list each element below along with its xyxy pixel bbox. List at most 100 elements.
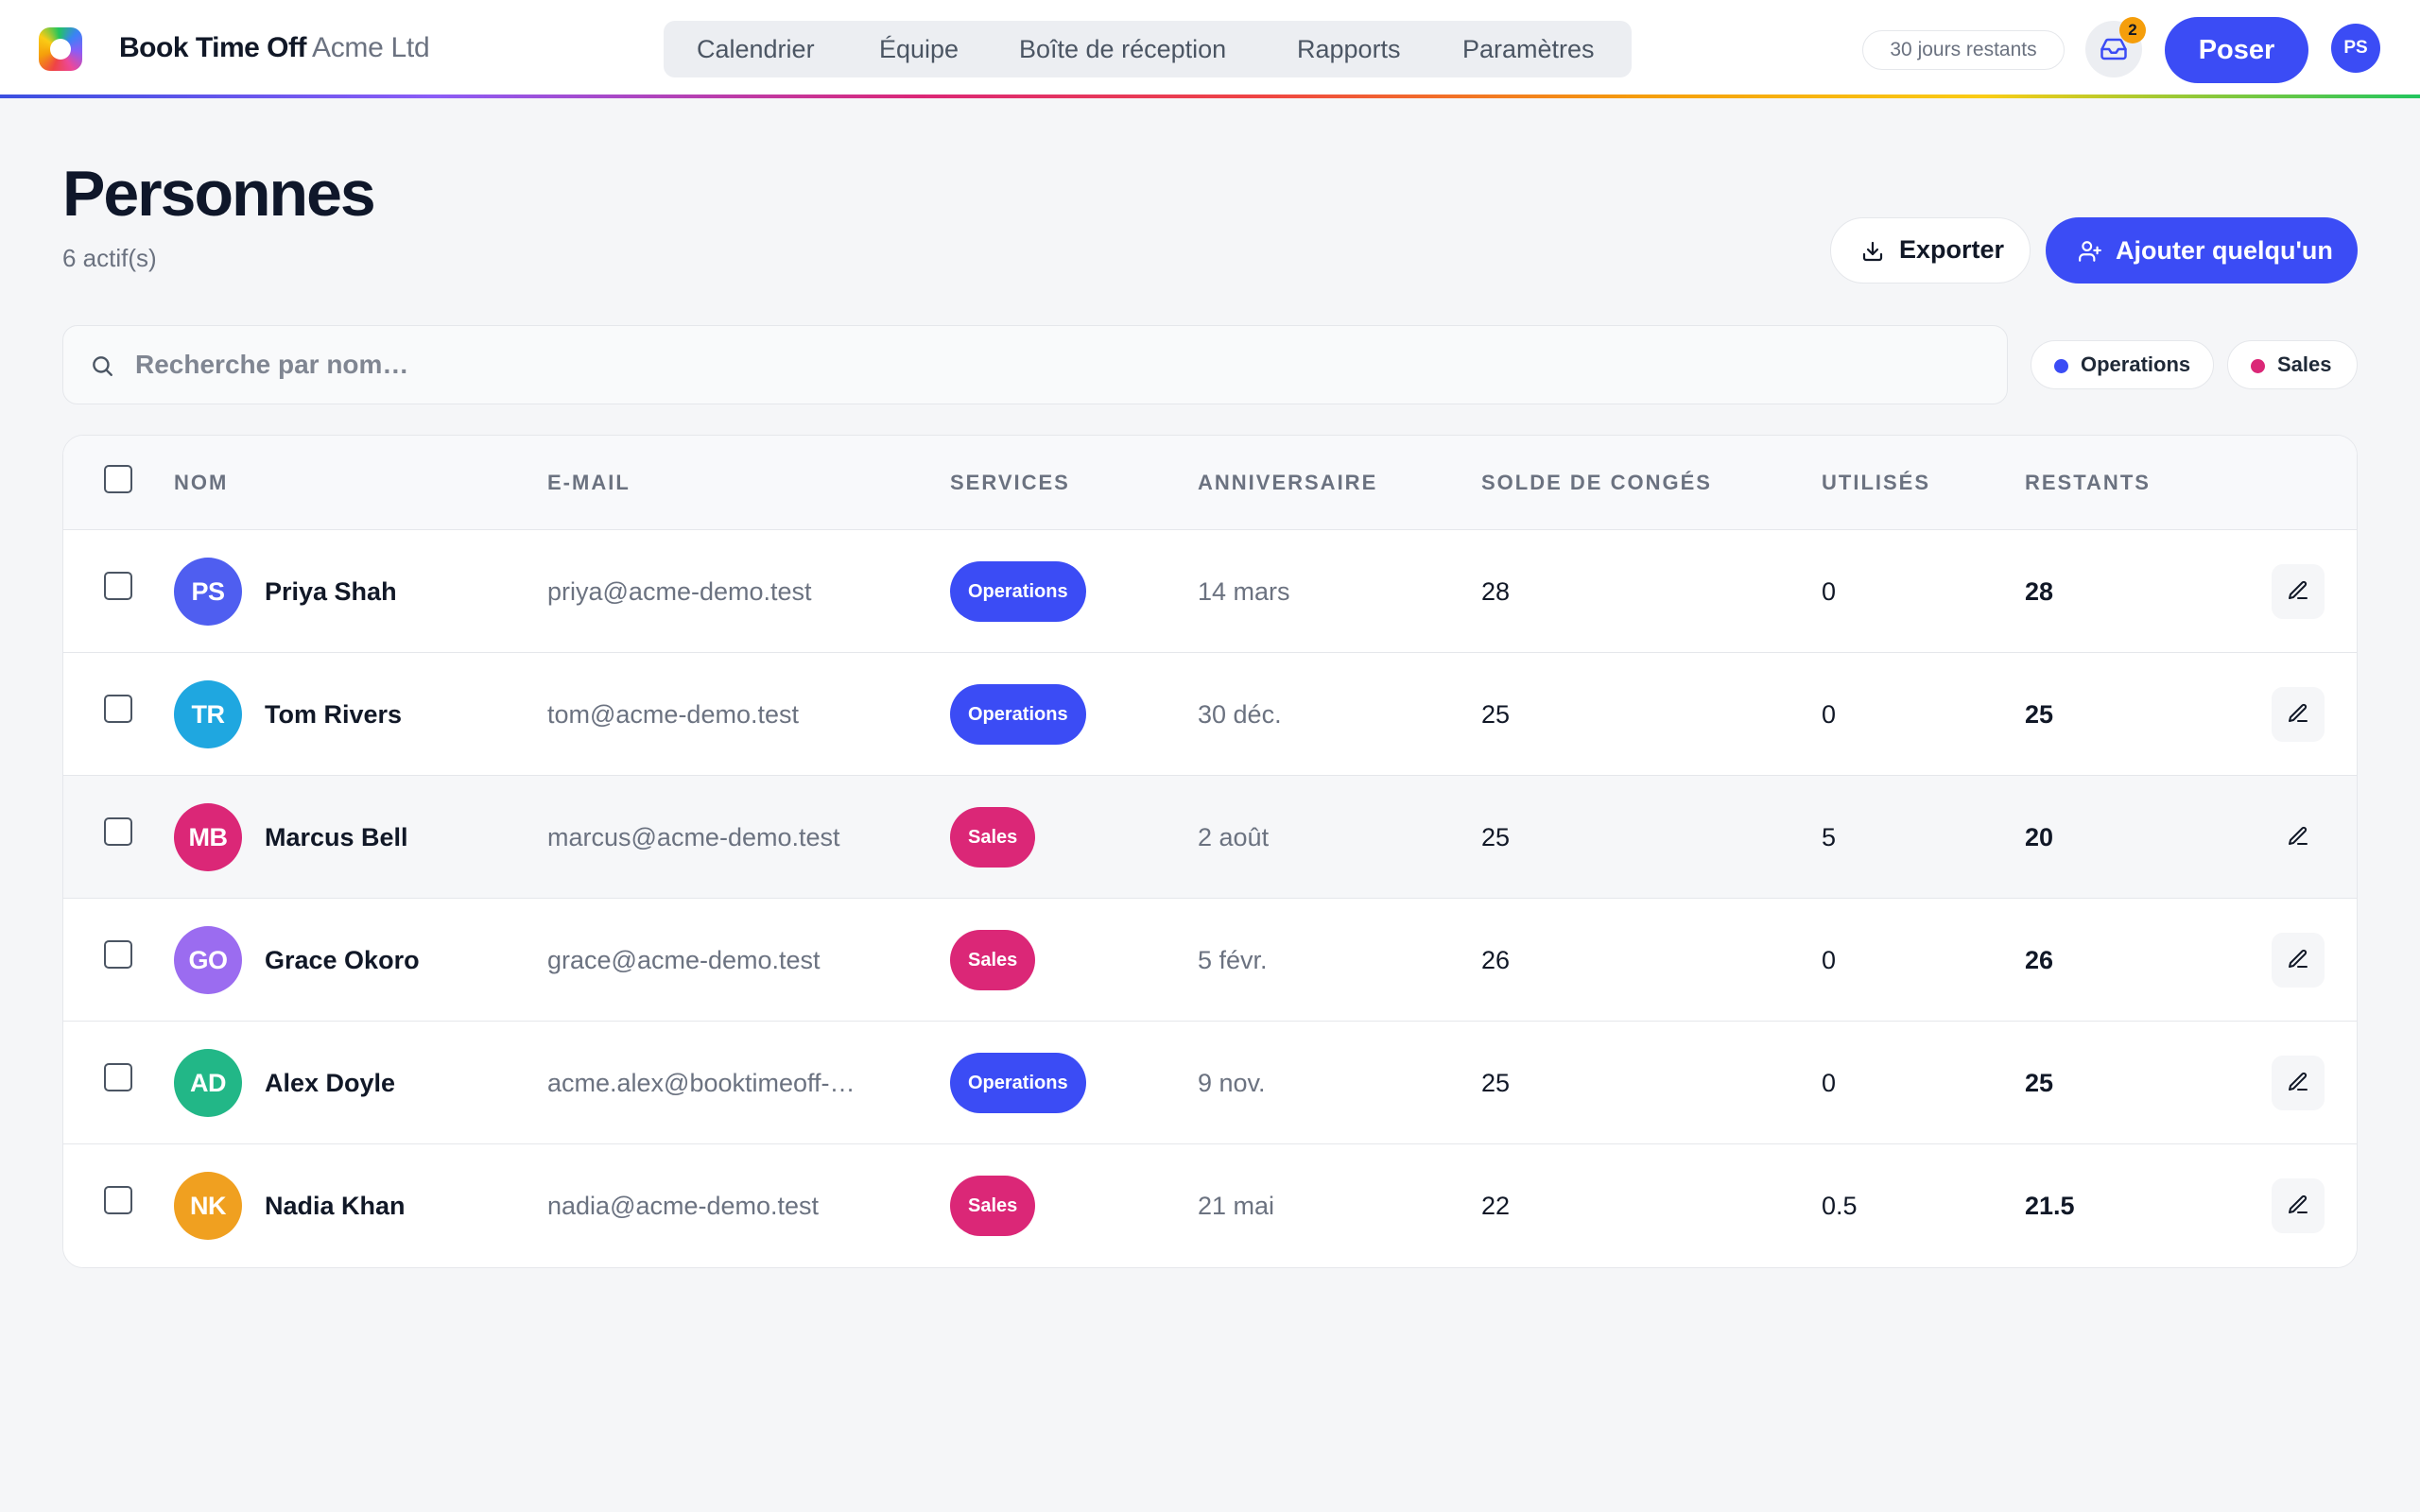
person-birthday: 2 août	[1198, 823, 1270, 851]
filter-label-operations: Operations	[2081, 352, 2191, 376]
leave-remaining: 25	[2025, 700, 2054, 729]
column-header-birthday[interactable]: ANNIVERSAIRE	[1198, 471, 1378, 494]
leave-used: 0	[1822, 946, 1837, 974]
main-nav: Calendrier Équipe Boîte de réception Rap…	[664, 21, 1632, 77]
export-button[interactable]: Exporter	[1830, 217, 2031, 284]
service-badge: Operations	[950, 561, 1086, 622]
filter-chip-operations[interactable]: Operations	[2031, 340, 2214, 389]
leave-balance: 26	[1481, 946, 1511, 974]
inbox-icon	[2100, 38, 2127, 60]
avatar: MB	[174, 803, 242, 871]
leave-used: 5	[1822, 823, 1837, 851]
pencil-icon	[2289, 1194, 2308, 1213]
org-name: Acme Ltd	[312, 32, 430, 63]
top-bar: Book Time Off Acme Ltd Calendrier Équipe…	[0, 0, 2420, 98]
download-icon	[1862, 241, 1883, 262]
edit-button[interactable]	[2272, 1178, 2325, 1233]
user-avatar[interactable]: PS	[2331, 24, 2380, 73]
person-birthday: 14 mars	[1198, 577, 1290, 606]
edit-button[interactable]	[2272, 564, 2325, 619]
filter-chip-sales[interactable]: Sales	[2227, 340, 2358, 389]
person-name[interactable]: Alex Doyle	[265, 1069, 396, 1097]
row-checkbox[interactable]	[104, 1063, 132, 1091]
person-name[interactable]: Nadia Khan	[265, 1192, 406, 1220]
leave-remaining: 28	[2025, 577, 2054, 606]
person-email: marcus@acme-demo.test	[547, 823, 840, 851]
service-badge: Sales	[950, 1176, 1036, 1236]
leave-balance: 28	[1481, 577, 1511, 606]
pencil-icon	[2289, 826, 2308, 845]
nav-item-inbox[interactable]: Boîte de réception	[1019, 35, 1227, 63]
nav-item-team[interactable]: Équipe	[879, 35, 959, 63]
table-row[interactable]: GO Grace Okoro grace@acme-demo.test Sale…	[63, 899, 2357, 1022]
avatar: TR	[174, 680, 242, 748]
table-row[interactable]: AD Alex Doyle acme.alex@booktimeoff-… Op…	[63, 1022, 2357, 1144]
sales-dot	[2251, 359, 2265, 373]
page-title: Personnes	[62, 158, 376, 230]
leave-balance: 25	[1481, 700, 1511, 729]
header-gradient-bar	[0, 94, 2420, 98]
avatar: NK	[174, 1172, 242, 1240]
nav-item-reports[interactable]: Rapports	[1297, 35, 1401, 63]
column-header-email[interactable]: E-MAIL	[547, 471, 631, 494]
leave-balance: 22	[1481, 1192, 1511, 1220]
app-logo[interactable]	[39, 27, 82, 71]
edit-button[interactable]	[2272, 810, 2325, 865]
row-checkbox[interactable]	[104, 1186, 132, 1214]
person-email: nadia@acme-demo.test	[547, 1192, 820, 1220]
add-person-label: Ajouter quelqu'un	[2116, 236, 2333, 265]
person-birthday: 21 mai	[1198, 1192, 1275, 1220]
table-header: NOM E-MAIL SERVICES ANNIVERSAIRE SOLDE D…	[63, 436, 2357, 530]
column-header-balance[interactable]: SOLDE DE CONGÉS	[1481, 471, 1712, 494]
person-name[interactable]: Tom Rivers	[265, 700, 403, 729]
person-name[interactable]: Priya Shah	[265, 577, 397, 606]
nav-item-settings[interactable]: Paramètres	[1462, 35, 1595, 63]
people-table: NOM E-MAIL SERVICES ANNIVERSAIRE SOLDE D…	[62, 435, 2358, 1268]
service-badge: Operations	[950, 1053, 1086, 1113]
table-row[interactable]: TR Tom Rivers tom@acme-demo.test Operati…	[63, 653, 2357, 776]
edit-button[interactable]	[2272, 687, 2325, 742]
nav-item-calendar[interactable]: Calendrier	[697, 35, 815, 63]
column-header-remaining[interactable]: RESTANTS	[2025, 471, 2151, 494]
person-birthday: 9 nov.	[1198, 1069, 1266, 1097]
person-name[interactable]: Grace Okoro	[265, 946, 420, 974]
operations-dot	[2054, 359, 2068, 373]
pencil-icon	[2289, 1072, 2308, 1091]
avatar: AD	[174, 1049, 242, 1117]
request-leave-button[interactable]: Poser	[2165, 17, 2308, 83]
inbox-count-badge: 2	[2119, 17, 2146, 43]
days-remaining-pill: 30 jours restants	[1862, 30, 2065, 70]
column-header-services[interactable]: SERVICES	[950, 471, 1070, 494]
select-all-checkbox[interactable]	[104, 465, 132, 493]
edit-button[interactable]	[2272, 1056, 2325, 1110]
pencil-icon	[2289, 580, 2308, 599]
row-checkbox[interactable]	[104, 940, 132, 969]
table-row[interactable]: NK Nadia Khan nadia@acme-demo.test Sales…	[63, 1144, 2357, 1267]
row-checkbox[interactable]	[104, 572, 132, 600]
column-header-name[interactable]: NOM	[174, 471, 229, 494]
service-badge: Operations	[950, 684, 1086, 745]
edit-button[interactable]	[2272, 933, 2325, 988]
user-plus-icon	[2079, 241, 2101, 262]
column-header-used[interactable]: UTILISÉS	[1822, 471, 1931, 494]
row-checkbox[interactable]	[104, 695, 132, 723]
table-row[interactable]: MB Marcus Bell marcus@acme-demo.test Sal…	[63, 776, 2357, 899]
service-badge: Sales	[950, 930, 1036, 990]
add-person-button[interactable]: Ajouter quelqu'un	[2046, 217, 2358, 284]
app-name: Book Time Off	[119, 32, 306, 63]
leave-balance: 25	[1481, 823, 1511, 851]
row-checkbox[interactable]	[104, 817, 132, 846]
person-email: tom@acme-demo.test	[547, 700, 799, 729]
person-name[interactable]: Marcus Bell	[265, 823, 408, 851]
table-row[interactable]: PS Priya Shah priya@acme-demo.test Opera…	[63, 530, 2357, 653]
search-input[interactable]	[135, 326, 1988, 403]
leave-used: 0	[1822, 1069, 1837, 1097]
pencil-icon	[2289, 703, 2308, 722]
leave-remaining: 21.5	[2025, 1192, 2075, 1220]
leave-remaining: 25	[2025, 1069, 2054, 1097]
leave-used: 0.5	[1822, 1192, 1858, 1220]
active-count: 6 actif(s)	[62, 244, 157, 272]
pencil-icon	[2289, 949, 2308, 968]
leave-balance: 25	[1481, 1069, 1511, 1097]
leave-used: 0	[1822, 577, 1837, 606]
